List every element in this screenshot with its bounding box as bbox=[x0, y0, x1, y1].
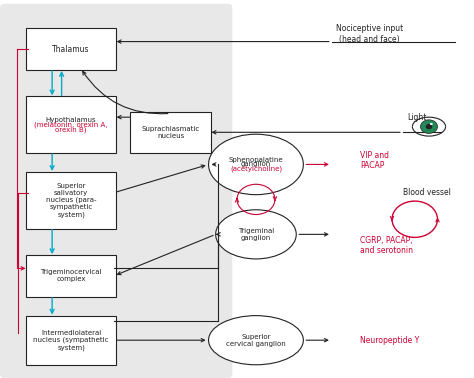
Text: Sphenopalatine: Sphenopalatine bbox=[228, 157, 283, 163]
Text: ganglion: ganglion bbox=[241, 161, 271, 167]
Ellipse shape bbox=[209, 316, 303, 365]
Circle shape bbox=[420, 120, 438, 133]
FancyBboxPatch shape bbox=[26, 96, 116, 153]
Text: orexin B): orexin B) bbox=[55, 126, 87, 133]
FancyBboxPatch shape bbox=[26, 316, 116, 365]
Ellipse shape bbox=[216, 210, 296, 259]
Text: Nociceptive input
(head and face): Nociceptive input (head and face) bbox=[336, 24, 403, 44]
Text: Trigeminal
ganglion: Trigeminal ganglion bbox=[238, 228, 274, 241]
Text: VIP and
PACAP: VIP and PACAP bbox=[360, 151, 389, 170]
Text: Trigeminocervical
complex: Trigeminocervical complex bbox=[40, 270, 102, 282]
Text: (acetylcholine): (acetylcholine) bbox=[230, 166, 282, 172]
FancyBboxPatch shape bbox=[0, 4, 232, 378]
Text: Superior
cervical ganglion: Superior cervical ganglion bbox=[226, 334, 286, 347]
Text: Blood vessel: Blood vessel bbox=[402, 188, 451, 197]
Text: Hypothalamus: Hypothalamus bbox=[46, 117, 96, 123]
FancyBboxPatch shape bbox=[130, 112, 211, 153]
Circle shape bbox=[430, 123, 433, 125]
FancyBboxPatch shape bbox=[26, 255, 116, 297]
Text: (melatonin, orexin A,: (melatonin, orexin A, bbox=[34, 121, 108, 128]
FancyBboxPatch shape bbox=[26, 172, 116, 229]
Text: Thalamus: Thalamus bbox=[52, 45, 90, 54]
Text: Superior
salivatory
nucleus (para-
sympathetic
system): Superior salivatory nucleus (para- sympa… bbox=[46, 183, 96, 218]
Circle shape bbox=[426, 124, 432, 129]
Ellipse shape bbox=[209, 134, 303, 195]
Text: CGRP, PACAP,
and serotonin: CGRP, PACAP, and serotonin bbox=[360, 236, 413, 256]
Text: Light: Light bbox=[408, 113, 427, 122]
Text: Intermediolateral
nucleus (sympathetic
system): Intermediolateral nucleus (sympathetic s… bbox=[33, 330, 109, 351]
Text: Suprachiasmatic
nucleus: Suprachiasmatic nucleus bbox=[142, 126, 200, 139]
Text: Neuropeptide Y: Neuropeptide Y bbox=[360, 336, 419, 345]
FancyBboxPatch shape bbox=[26, 28, 116, 70]
